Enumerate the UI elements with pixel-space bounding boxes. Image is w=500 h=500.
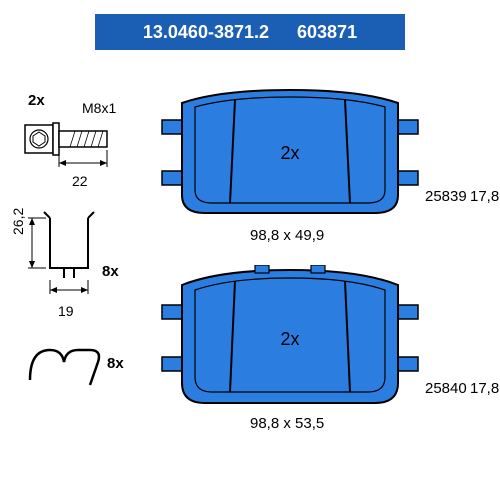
pad-bottom-qty: 2x bbox=[280, 329, 299, 349]
pad-bottom-ref: 25840 bbox=[425, 380, 467, 397]
spring-icon bbox=[20, 340, 110, 395]
clip-icon bbox=[20, 208, 130, 303]
bolt-length: 22 bbox=[72, 173, 88, 189]
pad-bottom-dimensions: 98,8 x 53,5 bbox=[250, 415, 324, 432]
header-bar: 13.0460-3871.2 603871 bbox=[95, 14, 405, 50]
product-code: 603871 bbox=[297, 22, 357, 43]
clip-qty: 8x bbox=[102, 263, 119, 280]
pad-top-thickness: 17,8 bbox=[470, 188, 499, 205]
bolt-thread: M8x1 bbox=[82, 100, 116, 116]
brake-pad-bottom: 2x bbox=[160, 265, 420, 410]
bolt-qty: 2x bbox=[28, 92, 45, 109]
pad-top-qty: 2x bbox=[280, 143, 299, 163]
part-number: 13.0460-3871.2 bbox=[143, 22, 269, 43]
clip-width: 19 bbox=[58, 303, 74, 319]
pad-top-dimensions: 98,8 x 49,9 bbox=[250, 227, 324, 244]
diagram-area: 2x 98,8 x 49,9 25839 17,8 2x 98,8 x 53,5… bbox=[10, 60, 490, 490]
spring-qty: 8x bbox=[107, 355, 124, 372]
clip-height: 26,2 bbox=[10, 195, 26, 235]
pad-bottom-thickness: 17,8 bbox=[470, 380, 499, 397]
pad-top-ref: 25839 bbox=[425, 188, 467, 205]
brake-pad-top: 2x bbox=[160, 85, 420, 220]
